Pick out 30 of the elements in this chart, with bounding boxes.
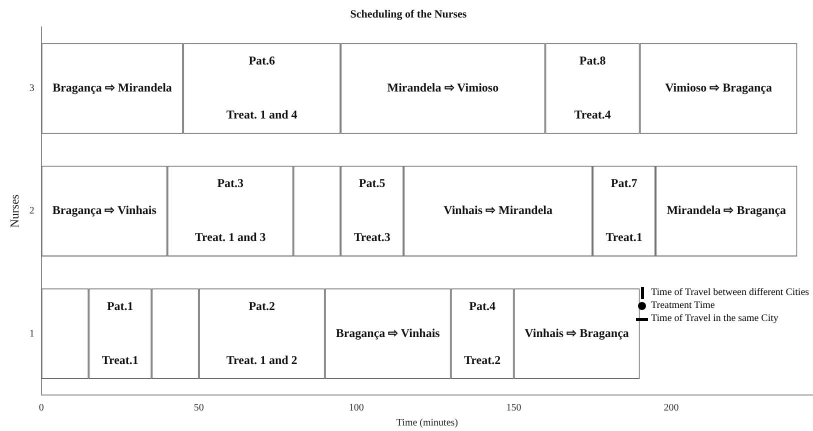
annotation: Time of Travel in the same City bbox=[651, 312, 778, 325]
data-label: Vinhais ⇨ Bragança bbox=[524, 326, 629, 340]
data-label: Bragança ⇨ Vinhais bbox=[336, 326, 440, 340]
annotation: Time of Travel between different Cities bbox=[651, 286, 810, 299]
x-tick-label: 150 bbox=[506, 402, 522, 414]
x-tick-label: 100 bbox=[348, 402, 364, 414]
x-tick-label: 0 bbox=[38, 402, 44, 414]
text: Pat.3 Treat. 1 and 3 bbox=[194, 176, 266, 244]
data-label: Vinhais ⇨ Mirandela bbox=[444, 203, 553, 218]
text: Pat.8 Treat.4 bbox=[574, 54, 611, 122]
x-axis-title: Time (minutes) bbox=[396, 418, 458, 429]
data-label: Bragança ⇨ Vinhais bbox=[52, 203, 157, 218]
y-tick-label: 3 bbox=[29, 83, 34, 94]
y-axis-title: Nurses bbox=[7, 194, 22, 228]
text: Pat.1 Treat.1 bbox=[102, 298, 138, 367]
text: Pat.2 Treat. 1 and 2 bbox=[226, 298, 298, 367]
data-label: Mirandela ⇨ Vimioso bbox=[387, 80, 499, 95]
y-tick-label: 2 bbox=[29, 206, 34, 217]
data-label: Vimioso ⇨ Bragança bbox=[665, 80, 772, 95]
x-tick-label: 200 bbox=[664, 402, 679, 414]
data-label: Mirandela ⇨ Bragança bbox=[666, 203, 786, 218]
annotation: Treatment Time bbox=[651, 299, 715, 312]
y-tick-label: 1 bbox=[29, 328, 34, 340]
x-tick-label: 50 bbox=[194, 402, 204, 414]
data-label: Bragança ⇨ Mirandela bbox=[52, 80, 172, 95]
text: Pat.6 Treat. 1 and 4 bbox=[226, 54, 298, 122]
text: Pat.4 Treat.2 bbox=[464, 298, 501, 367]
chart-title: Scheduling of the Nurses bbox=[350, 8, 468, 20]
text: Pat.5 Treat.3 bbox=[354, 176, 390, 244]
text: Pat.7 Treat.1 bbox=[606, 176, 642, 244]
